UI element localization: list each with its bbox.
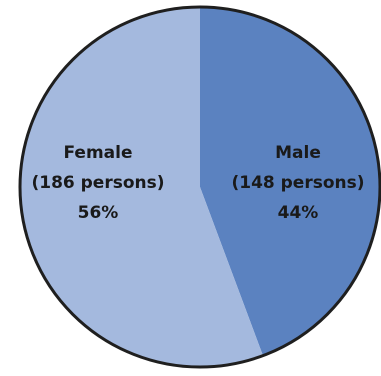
slice-label-male: Male (148 persons) 44% xyxy=(231,143,364,223)
male-count-label: (148 persons) xyxy=(231,173,364,193)
slice-label-female: Female (186 persons) 56% xyxy=(31,143,164,223)
pie-slice-male xyxy=(200,7,381,356)
pie-slice-female xyxy=(20,7,263,368)
female-percent-label: 56% xyxy=(78,203,119,223)
male-name-label: Male xyxy=(275,143,321,163)
pie-slices xyxy=(20,7,381,368)
male-percent-label: 44% xyxy=(278,203,319,223)
female-count-label: (186 persons) xyxy=(31,173,164,193)
pie-outline xyxy=(18,5,381,369)
female-name-label: Female xyxy=(64,143,133,163)
